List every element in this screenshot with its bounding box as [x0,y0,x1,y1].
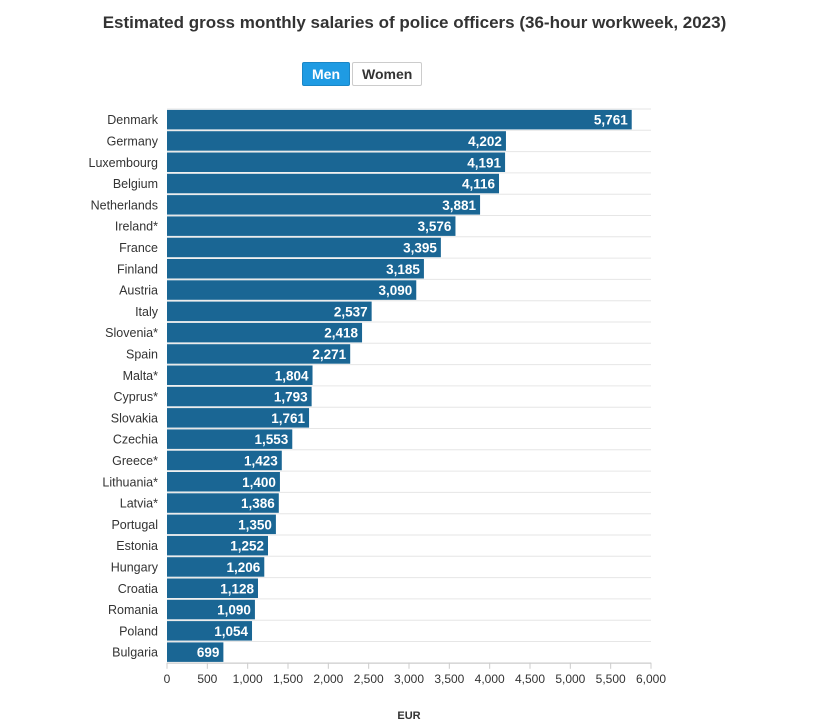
men-toggle-button[interactable]: Men [302,62,350,86]
value-label: 699 [197,645,220,660]
x-tick-label: 2,500 [354,672,384,686]
value-label: 1,206 [226,560,260,575]
value-label: 4,202 [468,134,502,149]
category-label: Portugal [111,518,158,532]
bar [167,344,351,364]
value-label: 1,090 [217,603,251,618]
bar [167,578,258,598]
category-label: Slovenia* [105,326,158,340]
bar [167,429,293,449]
value-label: 5,761 [594,113,628,128]
category-label: Latvia* [120,497,158,511]
bar [167,195,481,215]
value-label: 3,185 [386,262,420,277]
bar [167,450,282,471]
category-label: Germany [107,134,159,148]
bar [167,152,506,172]
x-tick-label: 5,000 [555,672,585,686]
x-tick-label: 1,000 [233,672,263,686]
chart-title: Estimated gross monthly salaries of poli… [102,13,727,32]
bar [167,131,506,151]
value-label: 2,537 [334,304,368,319]
value-label: 3,090 [378,283,412,298]
value-label: 4,116 [462,177,496,192]
bar [167,621,253,641]
bar [167,642,224,662]
bar [167,322,363,343]
bar [167,514,276,535]
bar [167,599,255,620]
bar [167,301,372,322]
x-tick-label: 4,000 [475,672,505,686]
category-label: Denmark [107,113,158,127]
bar [167,493,279,513]
value-label: 1,054 [214,624,248,639]
value-label: 3,576 [418,219,452,234]
bar [167,365,313,385]
bar [167,408,310,428]
category-label: Luxembourg [89,156,159,170]
x-tick-label: 3,000 [394,672,424,686]
value-label: 1,350 [238,517,272,532]
x-axis-title: EUR [397,710,420,721]
category-label: Estonia [116,539,158,553]
x-tick-label: 500 [197,672,217,686]
bar [167,237,441,258]
x-tick-label: 5,500 [596,672,626,686]
value-label: 1,386 [241,496,275,511]
category-label: Slovakia [111,411,158,425]
value-label: 4,191 [467,155,501,170]
value-label: 1,400 [242,475,276,490]
bar [167,557,265,577]
category-label: Finland [117,262,158,276]
x-tick-label: 2,000 [313,672,343,686]
category-label: Austria [119,284,158,298]
category-label: Ireland* [115,220,158,234]
category-label: Italy [135,305,159,319]
x-tick-label: 6,000 [636,672,666,686]
value-label: 2,271 [312,347,346,362]
category-label: Romania [108,603,158,617]
bar [167,280,417,300]
category-label: Cyprus* [114,390,159,404]
x-tick-label: 4,500 [515,672,545,686]
women-toggle-button[interactable]: Women [352,62,423,86]
value-label: 1,793 [274,390,308,405]
category-label: Croatia [118,582,158,596]
value-label: 1,128 [220,581,254,596]
category-label: Poland [119,624,158,638]
gender-toggle-group: Men Women [302,62,423,86]
bar [167,109,632,130]
category-label: Belgium [113,177,158,191]
value-label: 1,761 [271,411,305,426]
value-label: 3,395 [403,240,437,255]
category-label: Lithuania* [102,475,158,489]
value-label: 1,553 [254,432,288,447]
bar [167,216,456,236]
bar [167,173,500,194]
category-label: Greece* [112,454,158,468]
value-label: 1,252 [230,539,264,554]
category-label: France [119,241,158,255]
category-label: Hungary [111,560,159,574]
value-label: 3,881 [442,198,476,213]
value-label: 1,804 [275,368,309,383]
x-tick-label: 1,500 [273,672,303,686]
bar [167,259,424,279]
bar [167,472,280,492]
bar [167,535,268,556]
category-label: Netherlands [91,198,158,212]
value-label: 2,418 [324,326,358,341]
bar [167,386,312,407]
x-tick-label: 0 [164,672,171,686]
category-label: Bulgaria [112,646,158,660]
category-label: Czechia [113,433,158,447]
category-label: Spain [126,347,158,361]
category-label: Malta* [123,369,159,383]
x-tick-label: 3,500 [434,672,464,686]
value-label: 1,423 [244,453,278,468]
